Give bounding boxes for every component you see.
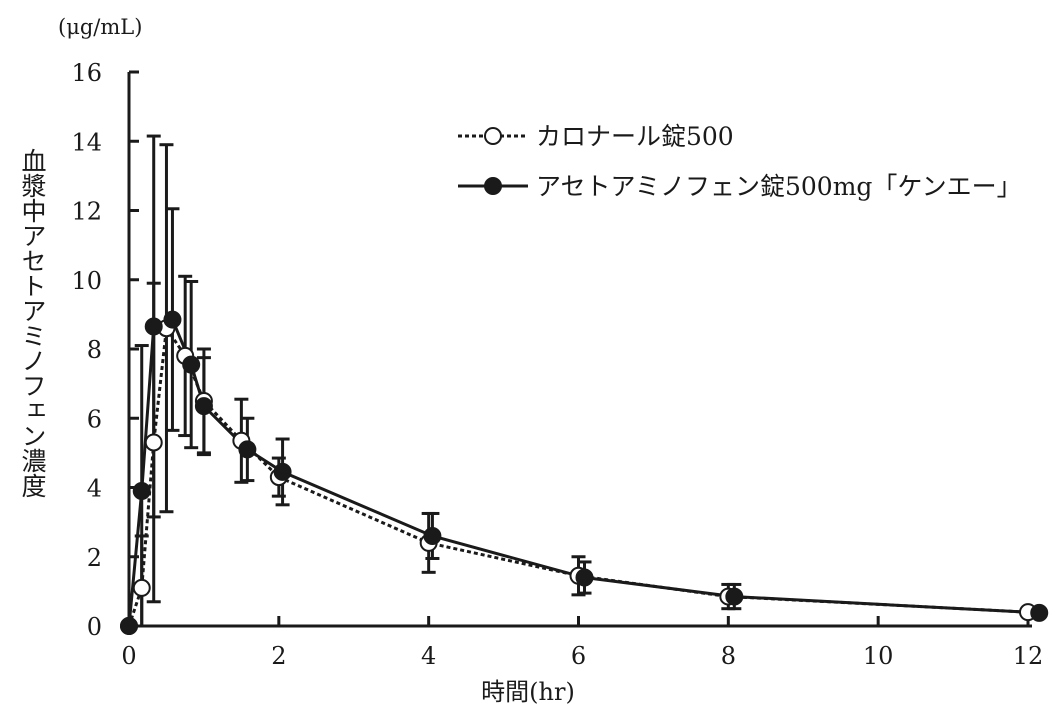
x-tick-label: 0 (121, 642, 136, 670)
data-point-series-2 (132, 481, 151, 500)
series-line-1 (127, 324, 1029, 627)
data-point-series-1 (132, 578, 151, 597)
x-tick-label: 6 (571, 642, 586, 670)
y-tick-label: 0 (87, 613, 102, 641)
data-point-series-2 (144, 317, 163, 336)
y-tick-label: 12 (71, 198, 102, 226)
data-point-series-2 (238, 440, 257, 459)
x-tick-label: 4 (421, 642, 436, 670)
data-point-series-2 (575, 568, 594, 587)
legend-label-2: アセトアミノフェン錠500mg「ケンエー」 (536, 172, 1022, 201)
error-bars (134, 134, 742, 628)
series-line-2 (127, 317, 1040, 627)
x-tick-label: 10 (863, 642, 894, 670)
x-ticks: 0 2 4 6 8 10 12 (121, 616, 1043, 670)
x-tick-label: 8 (721, 642, 736, 670)
legend-marker-2 (484, 177, 502, 195)
data-point-series-2 (1030, 603, 1049, 622)
y-ticks: 0 2 4 6 8 10 12 14 16 (71, 59, 139, 641)
legend: カロナール錠500 アセトアミノフェン錠500mg「ケンエー」 (458, 122, 1022, 201)
y-tick-label: 14 (71, 128, 102, 156)
legend-label-1: カロナール錠500 (536, 122, 734, 151)
x-axis-title: 時間(hr) (481, 678, 575, 706)
y-unit-label: (μg/mL) (58, 15, 142, 39)
data-point-series-2 (273, 462, 292, 481)
y-tick-label: 4 (87, 475, 102, 503)
y-tick-label: 16 (71, 59, 102, 87)
x-tick-label: 12 (1013, 642, 1044, 670)
legend-marker-1 (484, 127, 502, 145)
data-point-series-2 (120, 617, 138, 635)
data-point-series-2 (423, 526, 442, 545)
axes (127, 72, 1032, 628)
data-point-series-2 (194, 397, 213, 416)
y-axis-title: 血漿中アセトアミノフェン濃度 (18, 148, 47, 498)
markers (120, 310, 1049, 635)
data-point-series-2 (163, 310, 182, 329)
data-point-series-1 (144, 433, 163, 452)
y-tick-label: 10 (71, 267, 102, 295)
y-tick-label: 8 (87, 336, 102, 364)
series-lines (127, 317, 1040, 627)
y-tick-label: 2 (87, 544, 102, 572)
data-point-series-2 (725, 587, 744, 606)
x-tick-label: 2 (271, 642, 286, 670)
y-tick-label: 6 (87, 405, 102, 433)
data-point-series-2 (182, 355, 201, 374)
